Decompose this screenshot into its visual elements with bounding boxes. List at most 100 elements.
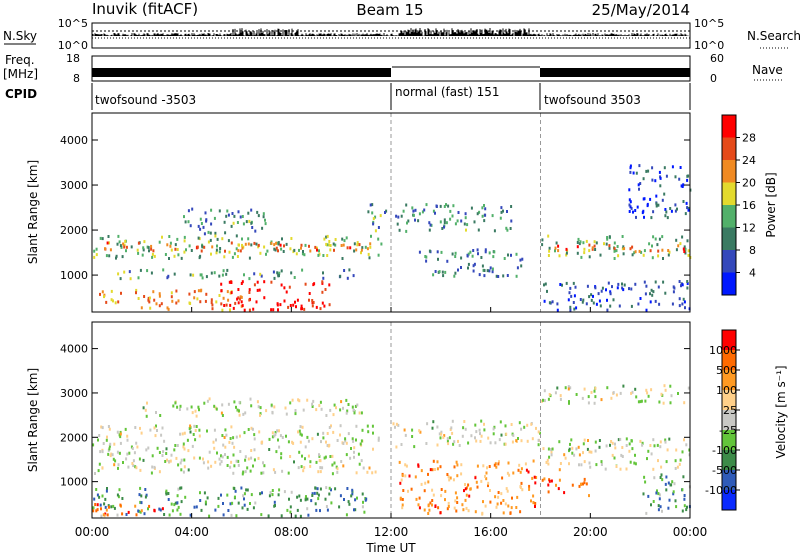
- power-cell: [684, 212, 687, 216]
- power-cell: [321, 301, 324, 305]
- velocity-cell: [232, 453, 235, 457]
- velocity-cell: [541, 478, 544, 482]
- power-cell: [215, 248, 218, 252]
- power-cell: [417, 219, 420, 223]
- power-cell: [341, 237, 344, 241]
- power-cell: [229, 308, 231, 312]
- velocity-cell: [342, 406, 344, 410]
- velocity-cell: [335, 406, 337, 410]
- power-cell: [276, 303, 279, 307]
- velocity-cell: [542, 398, 544, 402]
- power-cell: [649, 249, 652, 253]
- power-cell: [108, 241, 110, 245]
- power-cell: [346, 246, 349, 250]
- velocity-cell: [449, 476, 452, 480]
- power-cell: [377, 237, 380, 241]
- power-cell: [321, 290, 324, 294]
- velocity-cell: [159, 414, 162, 417]
- power-cell: [227, 239, 230, 243]
- power-cell: [613, 241, 616, 245]
- velocity-cell: [639, 439, 642, 443]
- velocity-cell: [165, 492, 168, 496]
- power-cell: [211, 307, 214, 311]
- velocity-cell: [167, 492, 170, 495]
- velocity-cell: [107, 452, 110, 456]
- power-cell: [457, 211, 460, 214]
- power-cell: [155, 302, 158, 306]
- power-cell: [218, 209, 221, 213]
- power-cell: [628, 210, 631, 213]
- power-cell: [648, 242, 651, 246]
- power-cell: [654, 237, 657, 241]
- power-cell: [645, 284, 648, 288]
- velocity-cell: [128, 451, 131, 455]
- velocity-cell: [324, 497, 327, 501]
- velocity-cell: [315, 508, 318, 512]
- velocity-cell: [498, 460, 500, 464]
- velocity-cell: [316, 432, 319, 436]
- power-cell: [188, 244, 191, 248]
- power-cell: [342, 243, 345, 247]
- velocity-cell: [360, 411, 363, 415]
- power-cell: [254, 229, 257, 233]
- velocity-cell: [206, 399, 209, 403]
- velocity-cell: [325, 440, 327, 444]
- power-cell: [192, 273, 195, 277]
- velocity-cell: [594, 440, 597, 444]
- power-cell: [515, 252, 518, 256]
- velocity-cell: [639, 400, 642, 404]
- power-cell: [207, 240, 210, 244]
- velocity-cell: [208, 397, 211, 401]
- velocity-cell: [587, 439, 589, 442]
- velocity-cell: [112, 504, 115, 508]
- velocity-cell: [246, 466, 249, 470]
- power-cell: [135, 288, 138, 292]
- power-cell: [569, 305, 572, 309]
- velocity-cell: [298, 450, 301, 454]
- power-cell: [263, 245, 266, 249]
- velocity-cell: [425, 442, 428, 445]
- power-cell: [565, 253, 568, 257]
- velocity-cell: [296, 508, 299, 512]
- velocity-cell: [210, 464, 213, 468]
- power-colorbar-tick-label: 28: [742, 132, 756, 145]
- velocity-cell: [423, 508, 426, 512]
- power-cell: [643, 280, 646, 284]
- power-cell: [643, 197, 646, 201]
- velocity-cell: [221, 414, 224, 417]
- velocity-cell: [113, 506, 116, 510]
- power-cell: [484, 248, 487, 252]
- power-cell: [248, 291, 251, 294]
- power-cell: [232, 221, 235, 225]
- velocity-cell: [681, 450, 684, 454]
- velocity-cell: [155, 411, 157, 414]
- power-cell: [473, 220, 476, 224]
- power-cell: [237, 301, 240, 305]
- power-cell: [428, 228, 431, 232]
- velocity-cell: [528, 484, 531, 488]
- power-colorbar-segment: [722, 272, 736, 295]
- velocity-cell: [144, 488, 147, 491]
- velocity-cell: [314, 486, 317, 490]
- velocity-cell: [156, 446, 159, 450]
- power-ylabel: Slant Range [km]: [26, 160, 40, 264]
- power-cell: [187, 220, 190, 224]
- velocity-cell: [451, 431, 454, 435]
- velocity-cell: [326, 432, 329, 435]
- velocity-cell: [397, 423, 400, 427]
- velocity-cell: [234, 489, 237, 493]
- velocity-cell: [136, 445, 139, 449]
- velocity-cell: [671, 480, 674, 484]
- power-cell: [227, 298, 230, 302]
- velocity-cell: [417, 503, 420, 507]
- power-cell: [588, 249, 591, 253]
- velocity-cell: [404, 433, 407, 437]
- velocity-colorbar-segment: [722, 350, 736, 370]
- power-cell: [635, 171, 638, 175]
- power-cell: [215, 300, 218, 304]
- velocity-cell: [237, 463, 240, 467]
- velocity-cell: [139, 426, 141, 430]
- velocity-cell: [119, 503, 122, 507]
- velocity-cell: [474, 436, 476, 440]
- velocity-cell: [634, 387, 637, 391]
